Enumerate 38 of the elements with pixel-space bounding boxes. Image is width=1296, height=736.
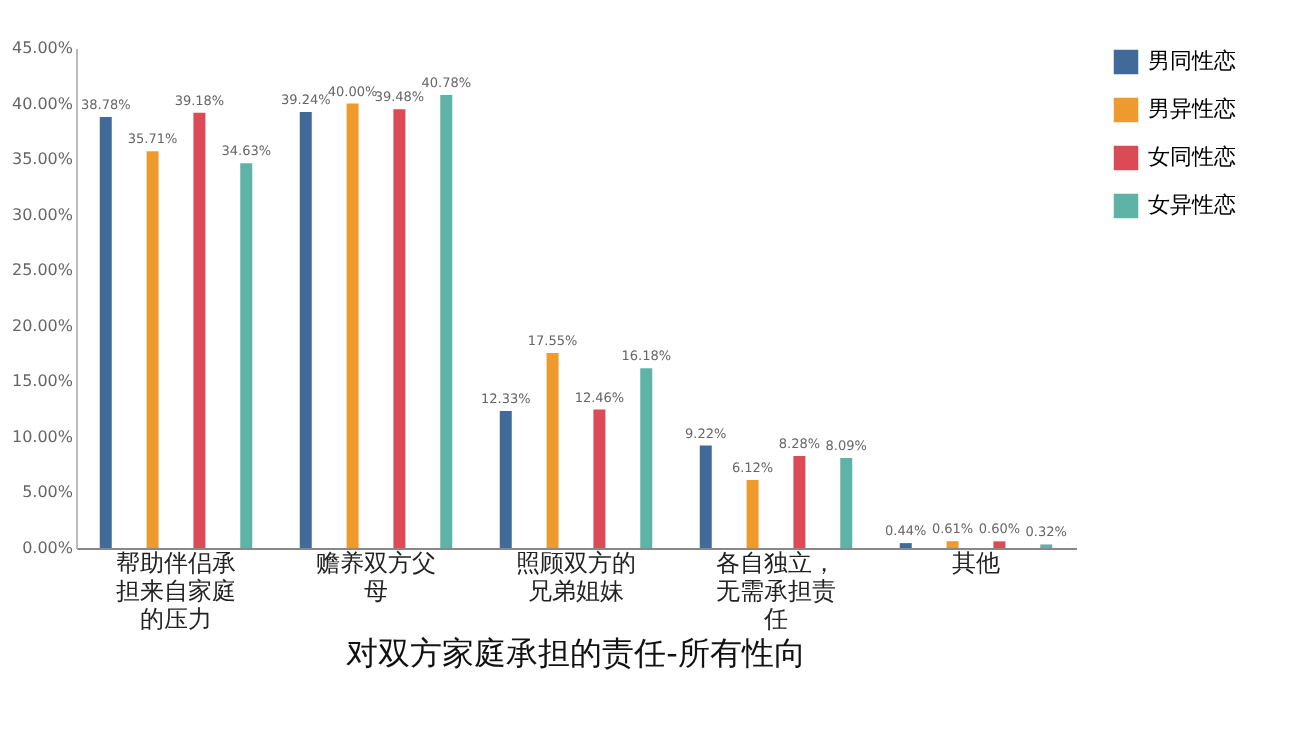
bar bbox=[440, 94, 453, 548]
x-tick-label: 赡养双方父母 bbox=[316, 549, 436, 605]
y-tick-label: 15.00% bbox=[11, 372, 74, 391]
bar bbox=[746, 480, 759, 548]
bar bbox=[240, 163, 253, 548]
y-tick-label: 10.00% bbox=[11, 427, 74, 446]
x-tick-label: 各自独立，无需承担责任 bbox=[716, 549, 836, 633]
x-tick-label: 照顾双方的兄弟姐妹 bbox=[516, 549, 636, 605]
legend-label: 男同性恋 bbox=[1148, 48, 1236, 74]
bar bbox=[793, 456, 806, 548]
legend-label: 男异性恋 bbox=[1148, 96, 1236, 122]
y-tick-label: 20.00% bbox=[11, 316, 74, 335]
bar bbox=[946, 541, 959, 548]
bar bbox=[193, 112, 206, 548]
y-tick-label: 40.00% bbox=[11, 94, 74, 113]
y-tick-label: 25.00% bbox=[11, 261, 74, 280]
y-tick-label: 45.00% bbox=[11, 39, 74, 57]
bar bbox=[299, 112, 312, 548]
bar bbox=[499, 411, 512, 548]
bar bbox=[546, 353, 559, 548]
legend-label: 女同性恋 bbox=[1148, 144, 1236, 170]
x-tick-label: 其他 bbox=[952, 549, 1000, 577]
y-tick-label: 35.00% bbox=[11, 150, 74, 169]
bar bbox=[99, 117, 112, 548]
text: 对双方家庭承担的责任-所有性向 bbox=[346, 634, 806, 672]
y-tick-label: 30.00% bbox=[11, 205, 74, 224]
y-tick-label: 0.00% bbox=[22, 539, 74, 557]
bar bbox=[593, 409, 606, 548]
bar bbox=[640, 368, 653, 548]
bar bbox=[346, 103, 359, 548]
bar bbox=[840, 458, 853, 548]
y-tick-label: 5.00% bbox=[22, 483, 74, 502]
legend-label: 女异性恋 bbox=[1148, 192, 1236, 218]
bar bbox=[993, 541, 1006, 548]
bar bbox=[393, 109, 406, 548]
bar bbox=[699, 445, 712, 548]
x-tick-label: 帮助伴侣承担来自家庭的压力 bbox=[116, 549, 236, 633]
bar bbox=[146, 151, 159, 548]
